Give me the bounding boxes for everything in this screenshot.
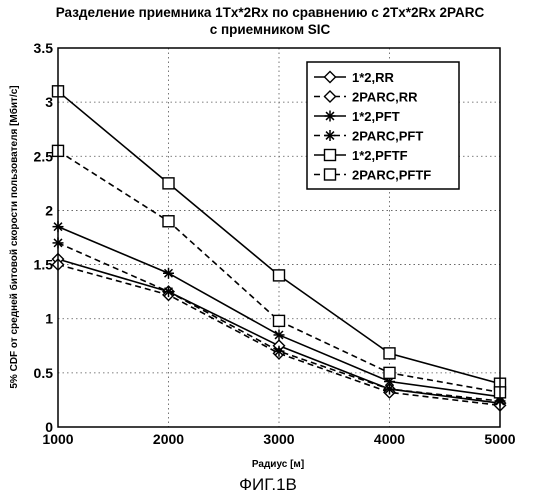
legend-label: 2PARC,PFT [352, 129, 423, 144]
figure-caption: ФИГ.1В [239, 475, 297, 494]
x-tick-label: 2000 [153, 431, 184, 447]
legend-marker [325, 111, 336, 122]
y-tick-label: 1.5 [34, 257, 54, 273]
x-tick-label: 3000 [263, 431, 294, 447]
data-point [274, 329, 285, 340]
data-point [274, 270, 285, 281]
y-tick-label: 3 [45, 94, 53, 110]
legend-label: 2PARC,PFTF [352, 168, 431, 183]
data-point [163, 268, 174, 279]
data-point [163, 286, 174, 297]
legend-marker [325, 130, 336, 141]
legend: 1*2,RR 2PARC,RR 1*2,PFT 2PARC,PFT 1*2,PFTF 2P… [307, 62, 459, 189]
data-point [163, 178, 174, 189]
y-tick-label: 0.5 [34, 365, 54, 381]
y-tick-label: 0 [45, 419, 53, 435]
y-tick-label: 1 [45, 311, 53, 327]
data-point [384, 348, 395, 359]
data-point [274, 315, 285, 326]
series-line [58, 227, 500, 397]
legend-label: 1*2,PFT [352, 109, 400, 124]
legend-marker [325, 169, 336, 180]
legend-label: 1*2,PFTF [352, 148, 408, 163]
legend-label: 1*2,RR [352, 70, 395, 85]
x-tick-label: 4000 [374, 431, 405, 447]
x-tick-label: 5000 [484, 431, 515, 447]
y-tick-label: 3.5 [34, 40, 54, 56]
data-point [384, 384, 395, 395]
y-axis-label: 5% CDF от средней битовой скорости польз… [8, 85, 20, 388]
chart-title-line-1: Разделение приемника 1Tx*2Rx по сравнени… [56, 5, 485, 20]
data-point [384, 367, 395, 378]
data-point [163, 216, 174, 227]
x-axis-label: Радиус [м] [252, 459, 304, 470]
y-tick-label: 2.5 [34, 148, 54, 164]
y-tick-label: 2 [45, 202, 53, 218]
legend-marker [325, 150, 336, 161]
legend-label: 2PARC,RR [352, 90, 418, 105]
chart-title-line-2: с приемником SIC [210, 22, 331, 37]
data-point [274, 346, 285, 357]
series-1-2-pft [53, 221, 506, 402]
